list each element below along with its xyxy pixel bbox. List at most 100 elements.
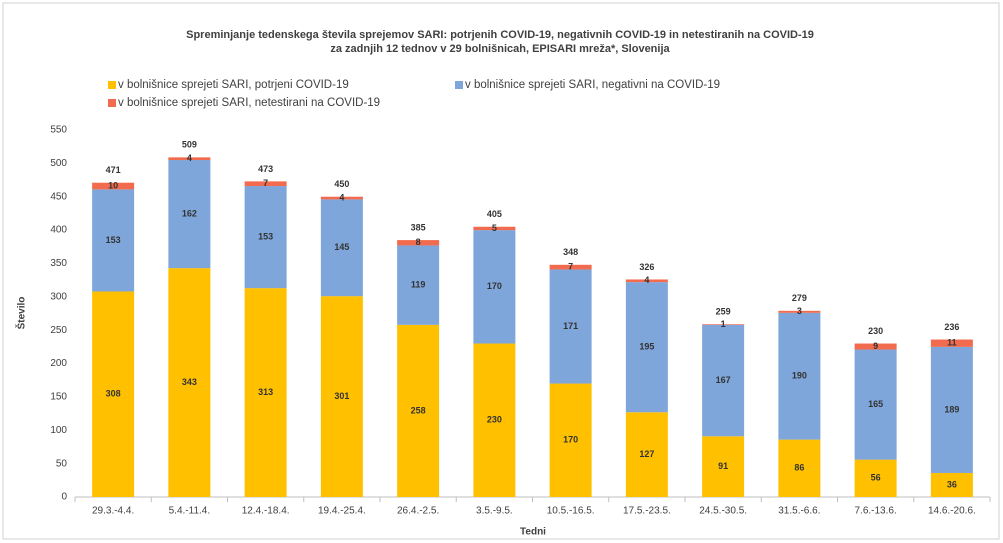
x-tick-label: 17.5.-23.5. bbox=[623, 506, 671, 517]
total-label: 471 bbox=[106, 165, 121, 175]
x-tick-label: 14.6.-20.6. bbox=[928, 506, 976, 517]
data-label: 165 bbox=[868, 399, 883, 409]
bar-segment bbox=[549, 264, 592, 270]
y-tick-label: 350 bbox=[50, 258, 67, 269]
bar-segment bbox=[625, 279, 668, 283]
x-tick-label: 31.5.-6.6. bbox=[778, 506, 820, 517]
y-tick-label: 400 bbox=[50, 225, 67, 236]
data-label: 36 bbox=[947, 479, 957, 489]
data-label: 170 bbox=[487, 281, 502, 291]
bar-segment bbox=[397, 245, 440, 325]
total-label: 230 bbox=[868, 326, 883, 336]
data-label: 189 bbox=[944, 404, 959, 414]
legend-swatch bbox=[108, 81, 116, 89]
bar-segment bbox=[549, 269, 592, 384]
x-tick-label: 12.4.-18.4. bbox=[242, 506, 290, 517]
data-label: 170 bbox=[563, 435, 578, 445]
total-label: 509 bbox=[182, 140, 197, 150]
total-label: 279 bbox=[792, 293, 807, 303]
bar-segment bbox=[397, 240, 440, 246]
total-label: 405 bbox=[487, 209, 502, 219]
data-label: 127 bbox=[639, 449, 654, 459]
bar-segment bbox=[92, 189, 135, 292]
bar-segment bbox=[930, 472, 973, 497]
data-label: 1 bbox=[721, 319, 726, 329]
legend-swatch bbox=[455, 81, 463, 89]
y-tick-label: 300 bbox=[50, 291, 67, 302]
bar-segment bbox=[320, 199, 363, 297]
chart-title: za zadnjih 12 tednov v 29 bolnišnicah, E… bbox=[330, 43, 670, 55]
data-label: 7 bbox=[568, 261, 573, 271]
bar-segment bbox=[702, 324, 745, 325]
bar-segment bbox=[320, 196, 363, 200]
bar-segment bbox=[473, 343, 516, 497]
data-label: 153 bbox=[106, 235, 121, 245]
legend-swatch bbox=[108, 99, 116, 107]
bar-segment bbox=[625, 282, 668, 413]
data-label: 153 bbox=[258, 231, 273, 241]
bar-segment bbox=[854, 349, 897, 460]
bar-segment bbox=[930, 346, 973, 473]
bar-segment bbox=[320, 296, 363, 497]
data-label: 86 bbox=[794, 463, 804, 473]
bar-segment bbox=[778, 310, 821, 313]
bar-segment bbox=[473, 226, 516, 231]
data-label: 171 bbox=[563, 321, 578, 331]
data-label: 4 bbox=[339, 192, 344, 202]
total-label: 326 bbox=[639, 262, 654, 272]
bar-segment bbox=[778, 312, 821, 440]
total-label: 236 bbox=[944, 322, 959, 332]
data-label: 10 bbox=[108, 180, 118, 190]
x-tick-label: 10.5.-16.5. bbox=[547, 506, 595, 517]
bar-segment bbox=[473, 230, 516, 344]
total-label: 348 bbox=[563, 247, 578, 257]
bar-segment bbox=[778, 439, 821, 497]
data-label: 313 bbox=[258, 387, 273, 397]
data-label: 7 bbox=[263, 178, 268, 188]
total-label: 385 bbox=[411, 222, 426, 232]
bar-segment bbox=[930, 339, 973, 347]
y-tick-label: 250 bbox=[50, 325, 67, 336]
bar-segment bbox=[702, 436, 745, 497]
bar-segment bbox=[92, 182, 135, 190]
data-label: 4 bbox=[644, 275, 649, 285]
bar-segment bbox=[168, 157, 211, 161]
chart-title: Spreminjanje tedenskega števila sprejemo… bbox=[186, 29, 814, 41]
x-axis-label: Tedni bbox=[520, 527, 546, 538]
x-tick-label: 5.4.-11.4. bbox=[169, 506, 211, 517]
bar-segment bbox=[854, 343, 897, 350]
total-label: 259 bbox=[716, 307, 731, 317]
y-tick-label: 500 bbox=[50, 158, 67, 169]
bar-segment bbox=[549, 383, 592, 497]
data-label: 258 bbox=[411, 405, 426, 415]
data-label: 11 bbox=[947, 338, 957, 348]
y-tick-label: 450 bbox=[50, 191, 67, 202]
data-label: 4 bbox=[187, 153, 192, 163]
data-label: 190 bbox=[792, 371, 807, 381]
data-label: 56 bbox=[871, 473, 881, 483]
x-tick-label: 7.6.-13.6. bbox=[854, 506, 896, 517]
bar-segment bbox=[244, 186, 287, 289]
x-tick-label: 3.5.-9.5. bbox=[476, 506, 513, 517]
y-tick-label: 100 bbox=[50, 425, 67, 436]
data-label: 230 bbox=[487, 415, 502, 425]
bar-segment bbox=[168, 268, 211, 497]
data-label: 3 bbox=[797, 306, 802, 316]
data-label: 91 bbox=[718, 461, 728, 471]
data-label: 145 bbox=[334, 242, 349, 252]
legend-label: v bolnišnice sprejeti SARI, netestirani … bbox=[118, 97, 380, 109]
bar-segment bbox=[397, 324, 440, 497]
y-tick-label: 50 bbox=[56, 458, 68, 469]
total-label: 473 bbox=[258, 164, 273, 174]
bar-segment bbox=[168, 160, 211, 269]
data-label: 343 bbox=[182, 377, 197, 387]
data-label: 8 bbox=[416, 237, 421, 247]
legend-label: v bolnišnice sprejeti SARI, negativni na… bbox=[465, 79, 720, 91]
bar-segment bbox=[244, 288, 287, 497]
y-tick-label: 0 bbox=[61, 492, 67, 503]
x-tick-label: 19.4.-25.4. bbox=[318, 506, 366, 517]
y-tick-label: 150 bbox=[50, 392, 67, 403]
data-label: 9 bbox=[873, 341, 878, 351]
x-tick-label: 26.4.-2.5. bbox=[397, 506, 439, 517]
